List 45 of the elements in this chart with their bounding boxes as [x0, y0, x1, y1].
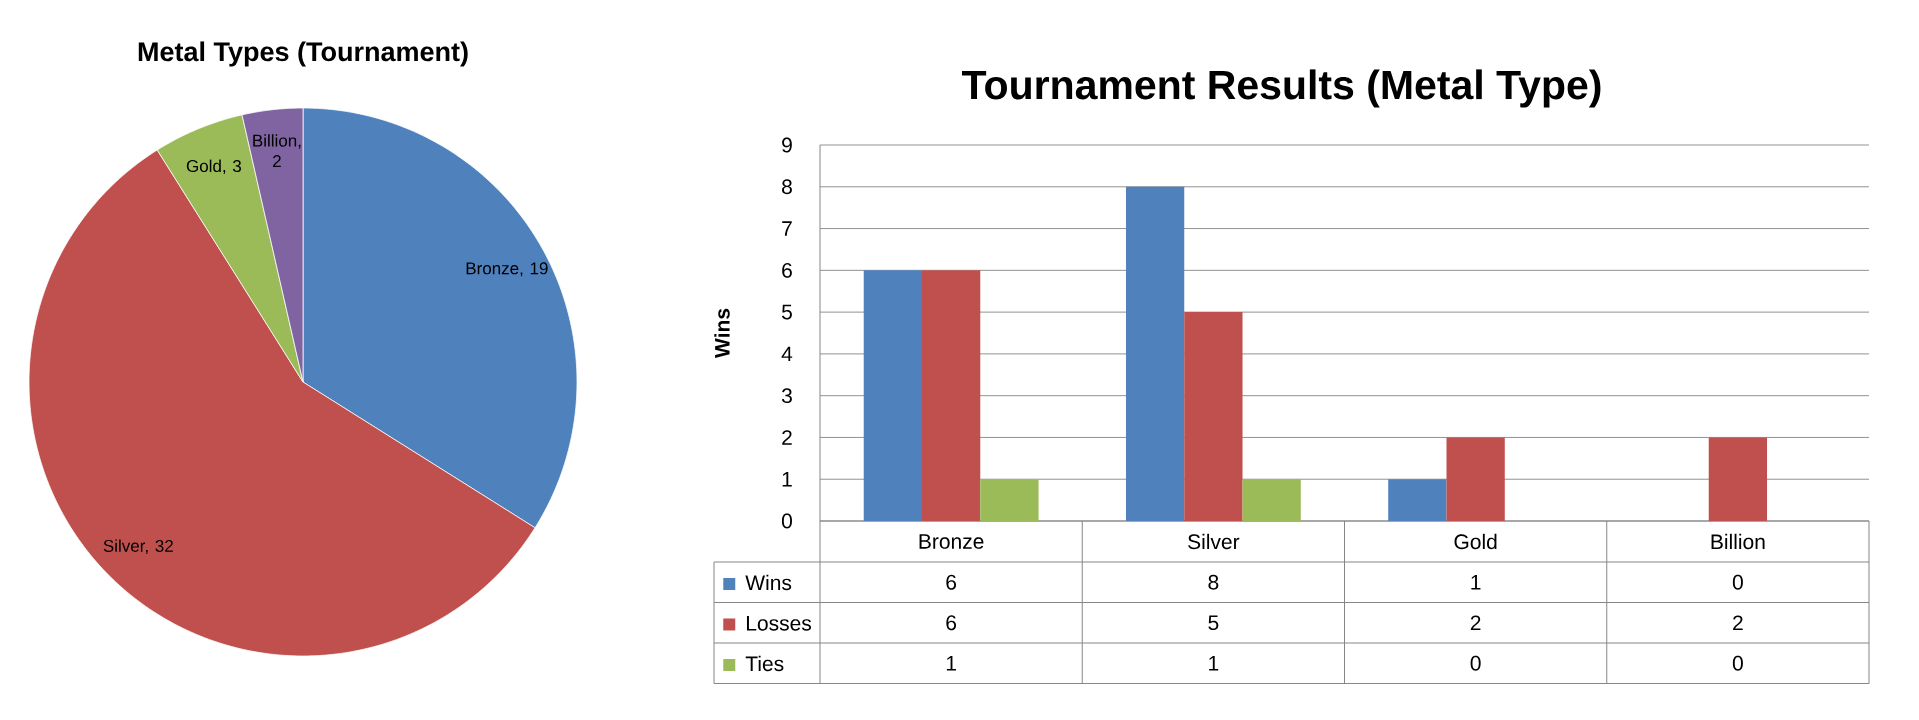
y-tick-label: 5 — [781, 304, 792, 320]
chart-title: Tournament Results (Metal Type) — [961, 69, 1601, 108]
bar — [980, 479, 1039, 522]
y-tick-label: 9 — [782, 137, 792, 153]
data-label: 2 — [1733, 615, 1743, 631]
data-label: 6 — [946, 574, 957, 590]
data-label: 6 — [946, 615, 957, 631]
bar — [922, 270, 981, 522]
bar — [1446, 437, 1505, 522]
data-label: 1 — [1471, 575, 1481, 590]
y-axis-title: Wins — [714, 308, 730, 358]
x-tick-label: Billion — [1711, 533, 1765, 550]
bar — [1708, 437, 1768, 522]
y-tick-label: 0 — [781, 513, 792, 529]
bar — [1125, 186, 1185, 522]
y-tick-label: 8 — [782, 179, 792, 195]
y-tick-label: 7 — [782, 221, 792, 236]
bar — [1184, 312, 1243, 522]
bar — [1388, 479, 1447, 522]
x-tick-label: Bronze — [919, 534, 984, 549]
y-tick-label: 6 — [782, 262, 792, 278]
chart-title: Metal Types (Tournament) — [138, 41, 468, 67]
legend-label: Ties — [745, 655, 784, 672]
data-label: Gold, 3 — [186, 159, 241, 175]
legend-label: Wins — [745, 574, 792, 591]
data-label: 0 — [1732, 574, 1743, 590]
bar — [1242, 479, 1301, 522]
data-label: Billion, 2 — [253, 134, 301, 167]
bar — [863, 270, 922, 522]
y-tick-label: 4 — [781, 346, 793, 362]
data-label: 1 — [946, 656, 956, 671]
y-tick-label: 2 — [782, 430, 792, 445]
data-label: Bronze, 19 — [466, 262, 548, 277]
x-tick-label: Gold — [1454, 533, 1497, 550]
legend-label: Losses — [746, 616, 812, 631]
data-label: 1 — [1209, 656, 1219, 671]
data-label: 2 — [1470, 615, 1481, 631]
data-label: 8 — [1208, 574, 1219, 590]
data-label: 5 — [1208, 615, 1219, 631]
data-label: Silver, 32 — [103, 539, 173, 554]
data-label: 0 — [1470, 655, 1481, 671]
y-tick-label: 3 — [781, 388, 792, 404]
y-tick-label: 1 — [782, 472, 792, 487]
data-label: 0 — [1732, 655, 1743, 671]
x-tick-label: Silver — [1188, 533, 1240, 550]
